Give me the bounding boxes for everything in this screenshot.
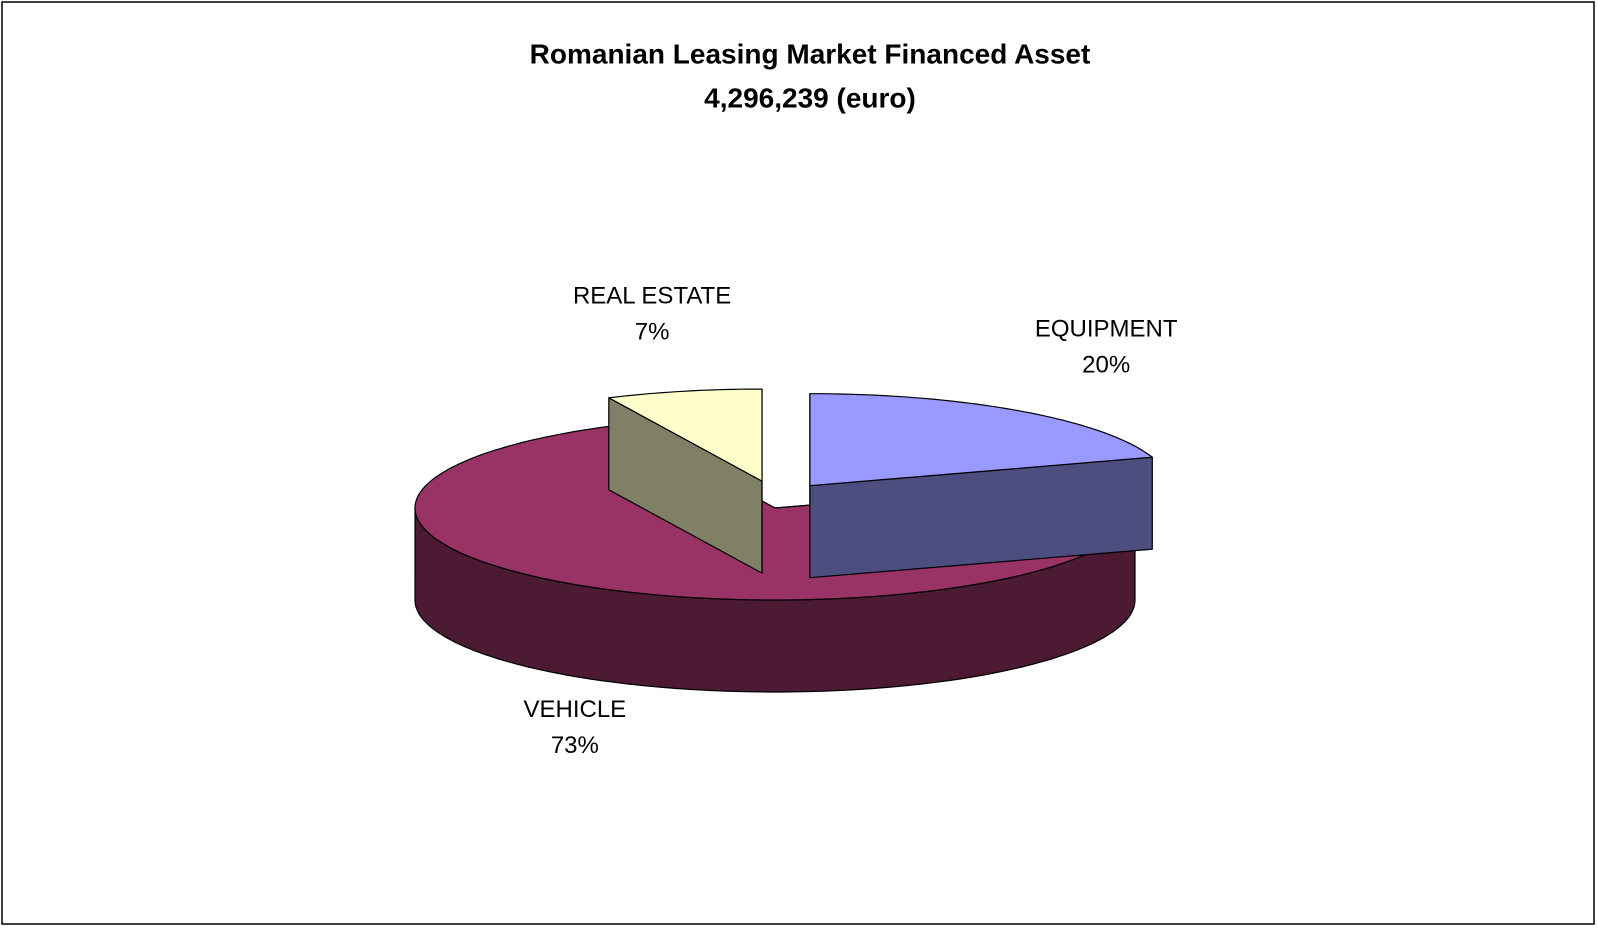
slice <box>809 393 1153 487</box>
data-label-value: 7% <box>635 318 670 345</box>
data-label-name: REAL ESTATE <box>573 282 731 309</box>
chart-title: Romanian Leasing Market Financed Asset <box>530 38 1091 69</box>
data-label-name: VEHICLE <box>523 696 626 723</box>
slice <box>608 388 763 482</box>
data-label-name: EQUIPMENT <box>1035 315 1178 342</box>
data-label-value: 73% <box>551 732 599 759</box>
chart-subtitle: 4,296,239 (euro) <box>704 82 916 113</box>
data-label-value: 20% <box>1082 351 1130 378</box>
